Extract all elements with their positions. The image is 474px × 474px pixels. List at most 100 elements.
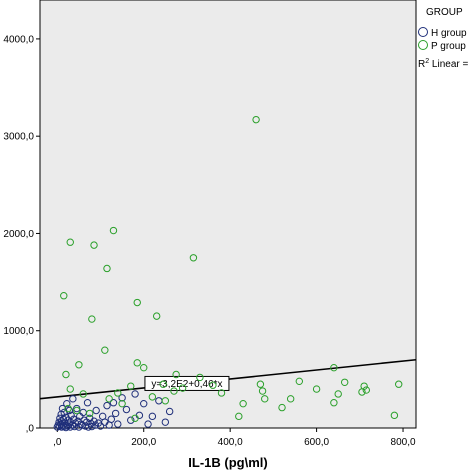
point-h-group [148,412,157,421]
x-axis-label: IL-1B (pg\ml) [188,455,267,470]
x-axis: ,0 200,0 400,0 600,0 800,0 [53,428,416,448]
legend-title: GROUP [426,7,463,18]
point-h-group [67,411,75,420]
point-p-group [312,385,321,393]
point-p-group [172,370,180,379]
point-p-group [127,382,135,390]
point-p-group [60,292,68,300]
point-h-group [73,404,81,413]
y-tick-label: 1000,0 [3,326,34,337]
point-p-group [105,395,113,403]
point-h-group [109,399,118,407]
x-tick-label: ,0 [53,437,62,448]
point-p-group [261,395,269,403]
point-p-group [131,414,139,422]
plot-area [39,0,417,429]
point-p-group [189,254,198,262]
point-p-group [152,312,161,320]
point-h-group [140,399,148,408]
point-h-group [69,395,77,403]
point-p-group [217,389,226,397]
fit-equation-label: y=3,2E2+0,46*x [151,379,222,390]
x-tick-label: 600,0 [304,437,329,448]
point-p-group [66,238,74,246]
point-p-group [75,361,83,369]
point-p-group [239,399,247,408]
point-h-group [131,390,139,398]
point-p-group [159,380,167,388]
point-p-group [278,403,286,412]
point-p-group [86,409,94,418]
point-p-group [90,241,98,249]
point-p-group [101,346,109,354]
point-h-group [92,406,100,415]
point-p-group [256,380,265,388]
point-h-group [63,399,71,408]
point-h-group [165,407,174,416]
point-p-group [395,380,403,388]
data-points [53,115,403,432]
point-h-group [70,415,78,423]
y-axis: ,0 1000,0 2000,0 3000,0 4000,0 [3,34,40,435]
point-p-group [133,298,141,307]
point-p-group [358,388,366,396]
y-tick-label: 4000,0 [3,34,34,45]
point-p-group [295,377,304,386]
point-p-group [258,387,267,395]
point-p-group [161,397,170,405]
point-h-group [118,394,126,402]
point-h-group [111,409,120,418]
point-h-group [144,420,152,428]
point-p-group [118,399,126,408]
point-h-group [65,406,74,415]
point-p-group [133,359,141,367]
point-h-group [107,415,116,423]
y-tick-label: 2000,0 [3,229,34,240]
x-tick-label: 200,0 [131,437,156,448]
point-p-group [390,411,399,420]
fit-line-group: y=3,2E2+0,46*x [39,358,417,400]
point-p-group [103,264,111,273]
point-h-group [90,417,98,425]
point-p-group [114,389,122,397]
point-p-group [148,393,157,401]
legend-marker-p-group [418,40,428,50]
point-p-group [88,315,96,323]
x-tick-label: 800,0 [391,437,416,448]
y-tick-label: ,0 [26,424,35,435]
point-p-group [286,395,295,403]
point-h-group [127,416,135,424]
point-p-group [334,390,342,398]
point-p-group [140,363,148,372]
x-tick-label: 400,0 [218,437,243,448]
point-p-group [340,378,349,386]
point-p-group [170,387,178,395]
point-p-group [109,226,118,235]
point-p-group [79,390,87,398]
point-p-group [252,115,260,124]
legend-fit-label: R2 Linear = [418,58,468,70]
point-h-group [83,399,92,407]
legend: GROUP H group P group R2 Linear = [418,7,468,70]
point-h-group [161,418,170,426]
y-tick-label: 3000,0 [3,132,34,143]
point-p-group [330,363,338,372]
legend-label-h-group: H group [431,28,467,39]
point-p-group [64,404,72,413]
point-p-group [62,370,70,379]
point-p-group [178,384,187,392]
point-h-group [103,401,111,410]
point-h-group [114,420,122,428]
point-p-group [330,399,338,407]
legend-label-p-group: P group [431,41,466,52]
point-p-group [73,406,81,415]
fit-equation-box [144,375,230,391]
legend-marker-h-group [418,27,428,37]
point-p-group [235,412,243,421]
point-h-group [58,404,67,413]
point-p-group [362,386,370,394]
point-p-group [66,385,74,393]
point-h-group [66,423,74,431]
point-p-group [209,381,217,389]
